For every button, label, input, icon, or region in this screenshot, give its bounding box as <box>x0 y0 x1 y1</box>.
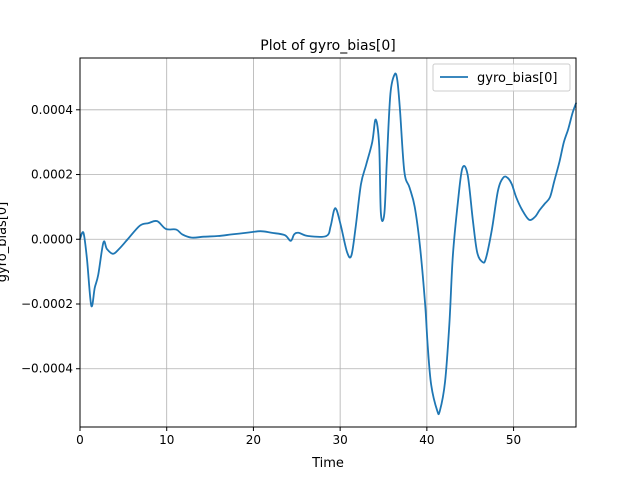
x-tick-label: 30 <box>332 433 347 447</box>
y-tick-label: 0.0004 <box>31 103 73 117</box>
plot-frame <box>79 57 577 428</box>
grid-lines <box>79 58 576 427</box>
y-axis-label: gyro_bias[0] <box>0 202 10 282</box>
y-tick-label: −0.0002 <box>21 297 73 311</box>
series-line <box>79 72 577 416</box>
y-tick-label: 0.0002 <box>31 168 73 182</box>
x-axis-label: Time <box>311 456 344 471</box>
legend-entry-label: gyro_bias[0] <box>477 71 557 86</box>
y-tick-label: −0.0004 <box>21 362 73 376</box>
x-tick-label: 50 <box>506 433 521 447</box>
x-tick-label: 20 <box>246 433 261 447</box>
legend: gyro_bias[0] <box>432 63 571 92</box>
chart-title: Plot of gyro_bias[0] <box>260 38 395 54</box>
x-tick-label: 40 <box>419 433 434 447</box>
legend-box <box>432 63 571 92</box>
x-axis: 0 10 20 30 40 50 <box>76 427 521 447</box>
y-tick-label: 0.0000 <box>31 232 73 246</box>
y-axis: −0.0004 −0.0002 0.0000 0.0002 0.0004 <box>21 103 80 376</box>
x-tick-label: 10 <box>159 433 174 447</box>
x-tick-label: 0 <box>76 433 84 447</box>
series-layer <box>79 72 577 416</box>
